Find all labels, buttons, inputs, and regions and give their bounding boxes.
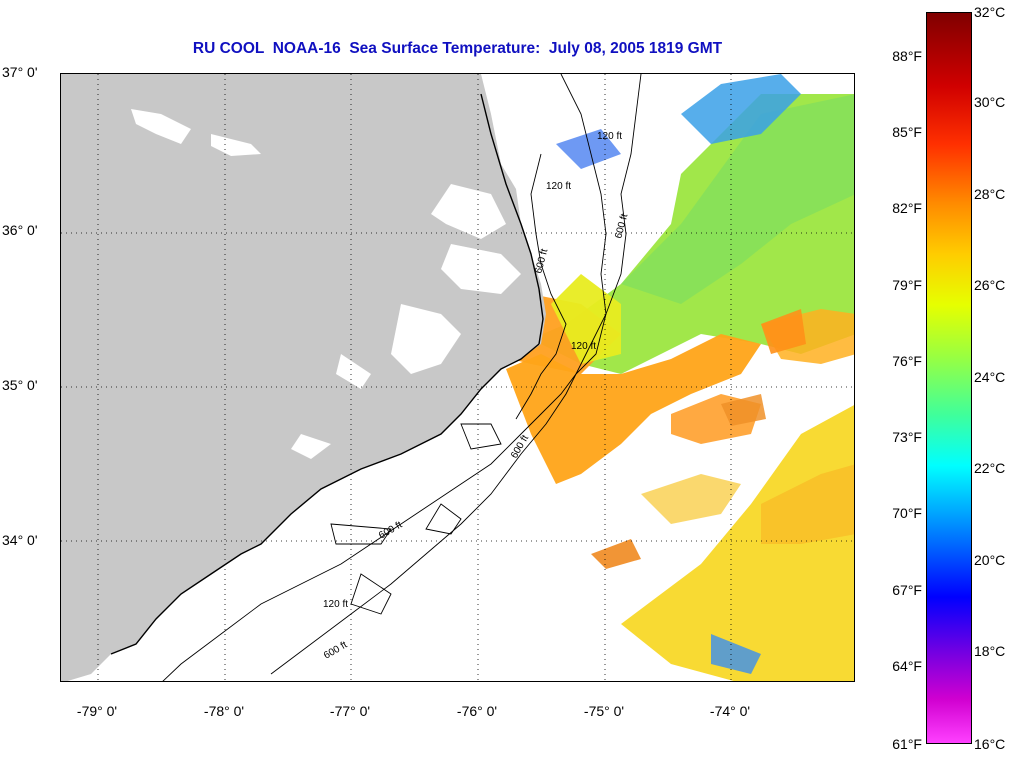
celsius-label: 24°C: [974, 369, 1006, 385]
lon-label: -77° 0': [329, 703, 371, 719]
fahrenheit-label: 64°F: [892, 658, 922, 674]
contour-label: 600 ft: [377, 519, 404, 541]
fahrenheit-label: 61°F: [892, 736, 922, 752]
lon-label: -78° 0': [203, 703, 245, 719]
depth-contours: [162, 74, 642, 681]
fahrenheit-label: 67°F: [892, 582, 922, 598]
celsius-label: 20°C: [974, 552, 1006, 568]
lat-label: 34° 0': [2, 532, 38, 548]
contour-label: 120 ft: [546, 181, 571, 192]
temperature-colorbar: [926, 12, 972, 744]
contour-label: 120 ft: [597, 131, 622, 142]
contour-label: 120 ft: [323, 599, 348, 610]
map-title: RU COOL NOAA-16 Sea Surface Temperature:…: [192, 40, 723, 57]
sst-map[interactable]: 120 ft 120 ft 120 ft 120 ft 600 ft 600 f…: [60, 73, 855, 682]
fahrenheit-label: 79°F: [892, 277, 922, 293]
sst-satellite-swath: [491, 74, 854, 681]
fahrenheit-label: 88°F: [892, 48, 922, 64]
fahrenheit-label: 76°F: [892, 353, 922, 369]
fahrenheit-label: 82°F: [892, 200, 922, 216]
fahrenheit-label: 70°F: [892, 505, 922, 521]
contour-label: 600 ft: [613, 213, 630, 240]
celsius-label: 28°C: [974, 186, 1006, 202]
sst-map-canvas: 120 ft 120 ft 120 ft 120 ft 600 ft 600 f…: [61, 74, 854, 681]
lon-label: -76° 0': [456, 703, 498, 719]
contour-label: 120 ft: [571, 341, 596, 352]
contour-label: 600 ft: [322, 639, 349, 661]
celsius-label: 26°C: [974, 277, 1006, 293]
celsius-label: 16°C: [974, 736, 1006, 752]
lat-label: 37° 0': [2, 64, 38, 80]
lon-label: -75° 0': [583, 703, 625, 719]
lon-label: -79° 0': [76, 703, 118, 719]
celsius-label: 32°C: [974, 4, 1006, 20]
fahrenheit-label: 73°F: [892, 429, 922, 445]
contour-label: 600 ft: [509, 433, 531, 460]
celsius-label: 22°C: [974, 460, 1006, 476]
celsius-label: 18°C: [974, 643, 1006, 659]
lon-label: -74° 0': [709, 703, 751, 719]
lat-label: 36° 0': [2, 222, 38, 238]
coastline-land: [61, 74, 546, 681]
celsius-label: 30°C: [974, 94, 1006, 110]
fahrenheit-label: 85°F: [892, 124, 922, 140]
lat-label: 35° 0': [2, 377, 38, 393]
contour-label: 600 ft: [533, 248, 550, 275]
